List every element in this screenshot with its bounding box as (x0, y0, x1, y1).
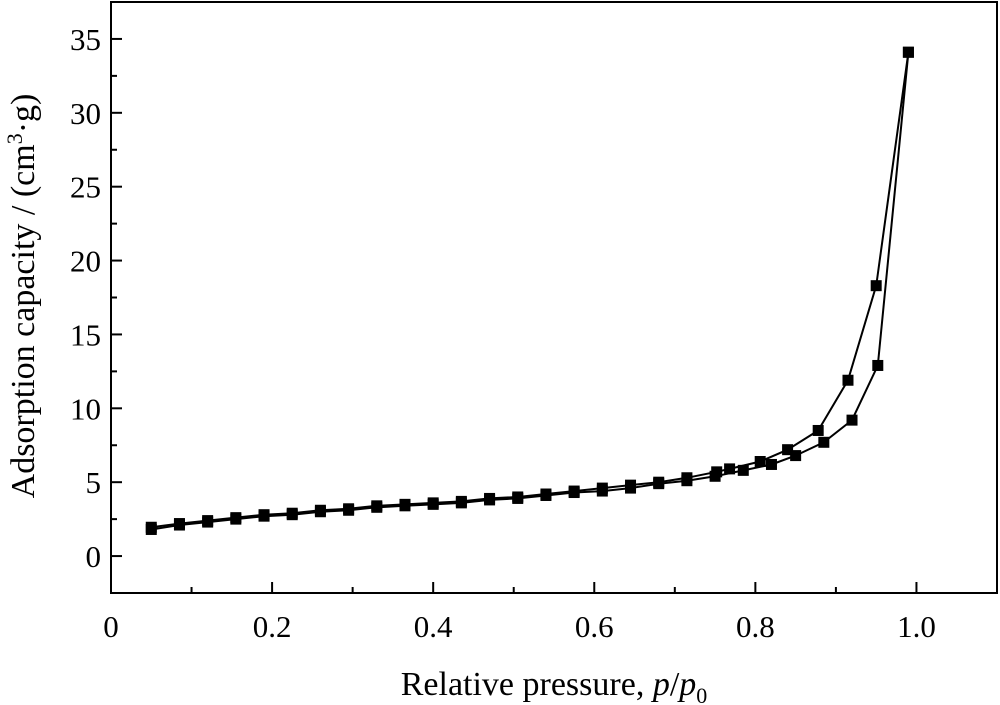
y-tick-label: 10 (70, 391, 101, 426)
data-point (202, 515, 214, 527)
data-point (872, 359, 884, 371)
data-point (737, 464, 749, 476)
series-lines (151, 52, 910, 531)
y-tick-label: 30 (70, 96, 101, 131)
data-point (711, 466, 723, 478)
data-point (754, 456, 766, 468)
data-point (145, 521, 157, 533)
x-tick-label: 0.6 (575, 609, 614, 644)
data-point (790, 450, 802, 462)
series-line-2 (151, 52, 910, 529)
y-tick-label: 15 (70, 317, 101, 352)
data-point (314, 504, 326, 516)
y-tick-label: 5 (86, 465, 102, 500)
data-point (625, 479, 637, 491)
data-point (596, 482, 608, 494)
x-tick-label: 0.8 (736, 609, 775, 644)
plot-frame (110, 1, 998, 594)
data-point (258, 509, 270, 521)
x-tick-label: 1.0 (897, 609, 936, 644)
x-tick-label: 0.2 (253, 609, 292, 644)
y-tick-label: 35 (70, 22, 101, 57)
data-point (540, 488, 552, 500)
data-point (484, 492, 496, 504)
data-point (812, 424, 824, 436)
y-axis-title: Adsorption capacity / (cm3·g) (2, 94, 42, 499)
y-tick-label: 25 (70, 170, 101, 205)
data-point (399, 498, 411, 510)
data-point (512, 491, 524, 503)
data-point (173, 518, 185, 530)
data-point (724, 463, 736, 475)
data-point (568, 485, 580, 497)
data-point (681, 472, 693, 484)
ticks (110, 1, 918, 594)
series-line-1 (151, 52, 910, 531)
data-markers (145, 46, 914, 535)
data-point (455, 495, 467, 507)
data-point (343, 503, 355, 515)
x-axis-title: Relative pressure, p/p0 (401, 666, 708, 705)
x-tick-label: 0.4 (414, 609, 453, 644)
tick-labels: 0 0.2 0.4 0.6 0.8 1.0 0 5 10 15 20 25 30 35 (70, 22, 936, 644)
data-point (427, 497, 439, 509)
data-point (902, 46, 914, 58)
x-tick-label: 0 (103, 609, 119, 644)
data-point (230, 512, 242, 524)
y-tick-label: 0 (86, 539, 102, 574)
data-point (782, 444, 794, 456)
y-tick-label: 20 (70, 244, 101, 279)
data-point (846, 414, 858, 426)
data-point (286, 507, 298, 519)
data-point (842, 374, 854, 386)
data-point (870, 280, 882, 292)
data-point (818, 436, 830, 448)
data-point (653, 476, 665, 488)
data-point (765, 458, 777, 470)
data-point (371, 500, 383, 512)
